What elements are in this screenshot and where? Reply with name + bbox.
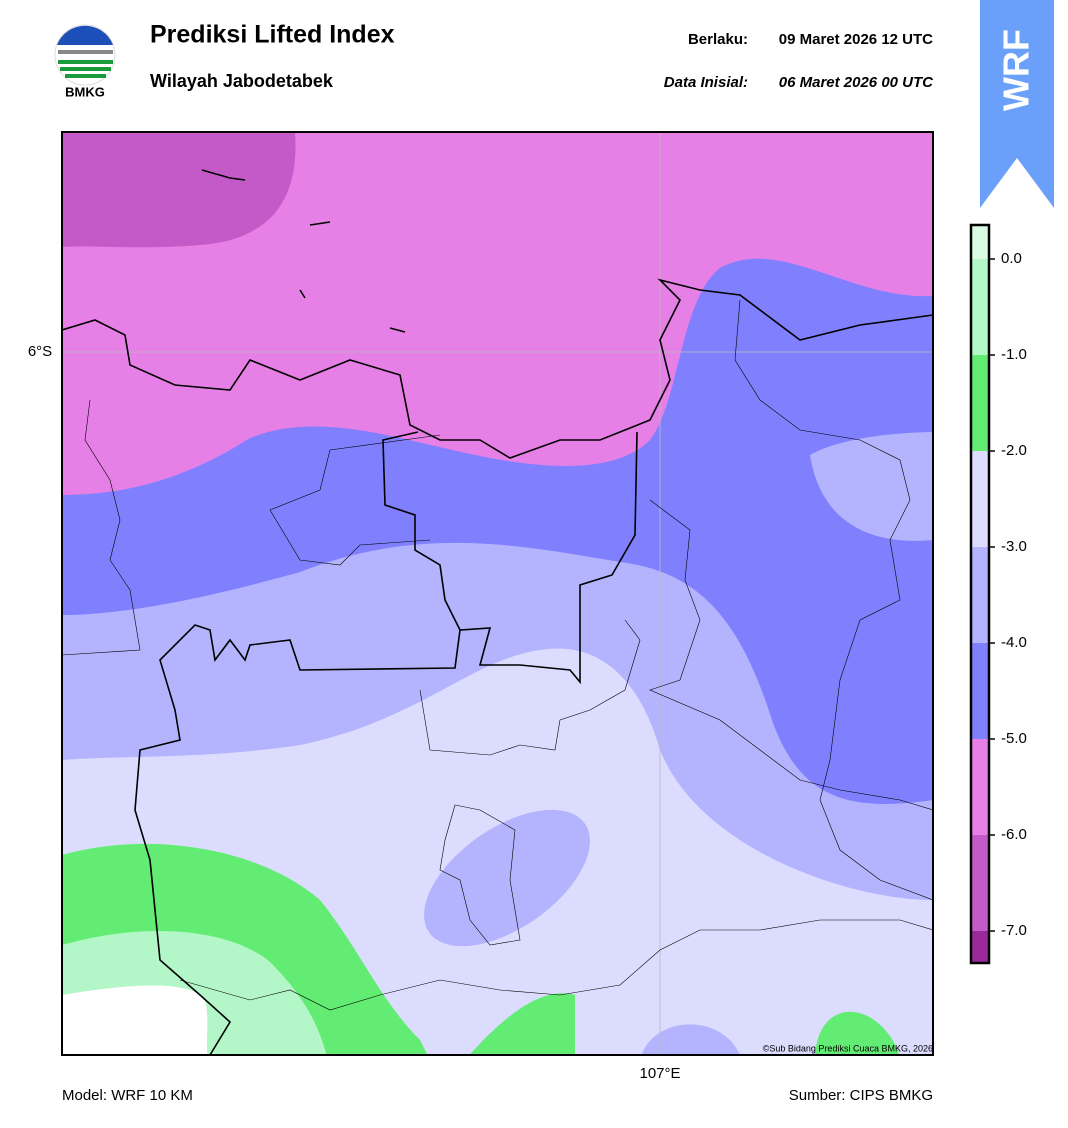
colorbar-tick-label: 0.0 xyxy=(1001,250,1022,267)
subtitle: Wilayah Jabodetabek xyxy=(150,71,334,91)
colorbar-tick-label: -7.0 xyxy=(1001,922,1027,939)
map xyxy=(62,132,933,1055)
map-frame xyxy=(61,131,934,1056)
colorbar-segment xyxy=(971,451,989,547)
colorbar-tick-label: -2.0 xyxy=(1001,442,1027,459)
colorbar-segment xyxy=(971,547,989,643)
colorbar-segment xyxy=(971,225,989,259)
colorbar-segment xyxy=(971,643,989,739)
logo: BMKG xyxy=(54,24,116,99)
valid-label: Berlaku: xyxy=(688,31,748,48)
valid-time: 09 Maret 2026 12 UTC xyxy=(779,31,933,48)
lat-label: 6°S xyxy=(28,343,52,360)
lon-label: 107°E xyxy=(639,1065,680,1082)
footer-source: Sumber: CIPS BMKG xyxy=(789,1087,933,1104)
title: Prediksi Lifted Index xyxy=(150,21,395,49)
colorbar-tick-label: -1.0 xyxy=(1001,346,1027,363)
colorbar-tick-label: -3.0 xyxy=(1001,538,1027,555)
colorbar-tick-label: -4.0 xyxy=(1001,634,1027,651)
colorbar-tick-label: -5.0 xyxy=(1001,730,1027,747)
footer-model: Model: WRF 10 KM xyxy=(62,1087,193,1104)
colorbar: 0.0 -1.0 -2.0 -3.0 -4.0 -5.0 -6.0 -7.0 xyxy=(969,223,1027,965)
colorbar-segment xyxy=(971,739,989,835)
init-label: Data Inisial: xyxy=(664,74,748,91)
init-time: 06 Maret 2026 00 UTC xyxy=(779,74,934,91)
colorbar-segment xyxy=(971,835,989,931)
colorbar-frame xyxy=(969,223,991,965)
colorbar-segment xyxy=(971,259,989,355)
logo-text: BMKG xyxy=(65,84,105,99)
colorbar-tick-label: -6.0 xyxy=(1001,826,1027,843)
colorbar-segment xyxy=(971,931,989,963)
credit: ©Sub Bidang Prediksi Cuaca BMKG, 2026 xyxy=(763,1043,933,1053)
badge-text: WRF xyxy=(996,29,1037,111)
badge-bg xyxy=(980,0,1054,208)
colorbar-segment xyxy=(971,355,989,451)
